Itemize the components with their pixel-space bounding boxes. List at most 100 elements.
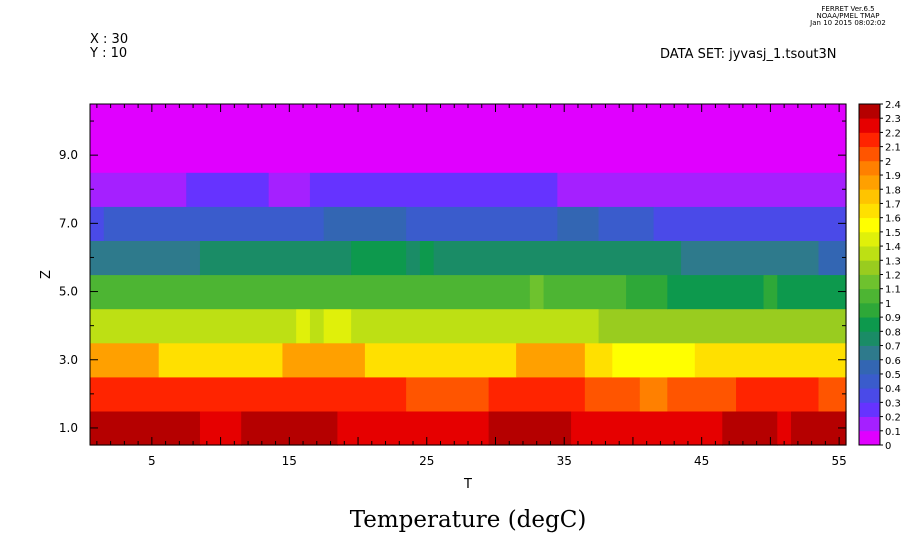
heatmap-cell — [90, 274, 531, 310]
heatmap-cell — [818, 240, 847, 276]
colorbar-swatch — [859, 288, 880, 304]
colorbar-swatch — [859, 402, 880, 417]
colorbar-swatch — [859, 359, 880, 375]
heatmap-cell — [337, 410, 490, 446]
heatmap-cell — [90, 410, 201, 446]
chart-title: Temperature (degC) — [350, 507, 587, 533]
colorbar-label: 1.1 — [885, 285, 901, 296]
ferret-stamp: FERRET Ver.6.5 NOAA/PMEL TMAP Jan 10 201… — [808, 6, 888, 27]
colorbar-label: 1.3 — [885, 256, 901, 267]
heatmap-cell — [529, 274, 545, 310]
y-tick-label: 1.0 — [59, 421, 78, 435]
heatmap-cell — [90, 342, 160, 378]
colorbar-swatch — [859, 317, 880, 332]
y-tick-label: 7.0 — [59, 216, 78, 230]
colorbar-label: 1 — [885, 299, 891, 310]
colorbar-label: 0.1 — [885, 427, 901, 438]
heatmap-cell — [282, 342, 366, 378]
heatmap-cell — [543, 274, 627, 310]
colorbar-swatch — [859, 302, 880, 318]
colorbar-label: 0.4 — [885, 384, 901, 395]
ferret-version: FERRET Ver.6.5 — [821, 5, 875, 13]
colorbar-swatch — [859, 260, 880, 275]
heatmap-cell — [557, 172, 847, 207]
colorbar-label: 2 — [885, 157, 891, 168]
colorbar-label: 0.8 — [885, 327, 901, 338]
heatmap-cell — [571, 410, 723, 446]
colorbar-swatch — [859, 146, 880, 162]
colorbar-swatch — [859, 416, 880, 432]
heatmap-cell — [612, 342, 696, 378]
heatmap-cell — [309, 172, 558, 207]
heatmap-cell — [557, 206, 600, 241]
heatmap-cells — [90, 104, 847, 446]
heatmap-cell — [584, 342, 613, 378]
heatmap-cell — [694, 342, 847, 378]
x-tick-label: 15 — [282, 454, 297, 468]
colorbar-label: 1.8 — [885, 185, 901, 196]
colorbar-label: 1.9 — [885, 171, 901, 182]
heatmap-cell — [90, 104, 847, 139]
heatmap-cell — [90, 138, 847, 173]
heatmap-cell — [158, 342, 284, 378]
colorbar-label: 0.2 — [885, 413, 901, 424]
dataset-label: DATA SET: jyvasj_1.tsout3N — [660, 47, 837, 62]
heatmap-cell — [598, 206, 655, 241]
heatmap-cell — [736, 376, 820, 412]
heatmap-cell — [777, 410, 792, 446]
heatmap-cell — [90, 376, 407, 412]
x-position-label: X : 30 — [90, 32, 129, 47]
heatmap-cell — [653, 206, 847, 241]
y-tick-label: 5.0 — [59, 285, 78, 299]
heatmap-cell — [433, 240, 682, 276]
colorbar-swatch — [859, 331, 880, 346]
y-tick-label: 3.0 — [59, 353, 78, 367]
colorbar-swatch — [859, 203, 880, 219]
heatmap-cell — [186, 172, 270, 207]
colorbar-swatch — [859, 345, 880, 361]
heatmap-cell — [268, 172, 311, 207]
colorbar-label: 2.2 — [885, 128, 901, 139]
colorbar-swatch — [859, 132, 880, 148]
colorbar-label: 2.3 — [885, 114, 901, 125]
heatmap-cell — [516, 342, 586, 378]
colorbar-labels: 0 0.1 0.2 0.3 0.4 0.5 0.6 0.7 0.8 0.9 1 1.1 1.2 1.3 1.… — [885, 100, 901, 452]
heatmap-cell — [488, 376, 586, 412]
colorbar-swatch — [859, 274, 880, 290]
colorbar-label: 0.3 — [885, 398, 901, 409]
colorbar-swatch — [859, 246, 880, 261]
colorbar-swatch — [859, 175, 880, 190]
heatmap-cell — [667, 376, 737, 412]
heatmap-cell — [667, 274, 765, 310]
colorbar-swatch — [859, 388, 880, 403]
heatmap-cell — [818, 376, 847, 412]
colorbar-label: 0.9 — [885, 313, 901, 324]
colorbar-label: 1.7 — [885, 199, 901, 210]
x-axis-label: T — [463, 477, 472, 492]
y-axis-label: Z — [39, 270, 54, 279]
colorbar-swatch — [859, 118, 880, 133]
heatmap-cell — [419, 240, 435, 276]
x-tick-label: 5 — [148, 454, 156, 468]
ferret-org: NOAA/PMEL TMAP — [816, 12, 880, 20]
colorbar-label: 0 — [885, 441, 891, 452]
heatmap-cell — [681, 240, 820, 276]
heatmap-cell — [406, 376, 490, 412]
colorbar-label: 0.5 — [885, 370, 901, 381]
colorbar-label: 0.6 — [885, 356, 901, 367]
heatmap-cell — [90, 172, 187, 207]
heatmap-cell — [406, 206, 558, 241]
heatmap-cell — [639, 376, 668, 412]
colorbar-label: 1.6 — [885, 214, 901, 225]
x-tick-labels: 5 15 25 35 45 55 — [148, 454, 847, 468]
heatmap-cell — [584, 376, 641, 412]
colorbar-label: 1.5 — [885, 228, 901, 239]
x-tick-label: 55 — [831, 454, 846, 468]
heatmap-cell — [103, 206, 325, 241]
heatmap-cell — [296, 308, 311, 344]
heatmap-cell — [763, 274, 778, 310]
ferret-date: Jan 10 2015 08:02:02 — [810, 19, 886, 27]
y-tick-label: 9.0 — [59, 148, 78, 162]
x-tick-label: 45 — [694, 454, 709, 468]
colorbar-swatch — [859, 104, 880, 119]
